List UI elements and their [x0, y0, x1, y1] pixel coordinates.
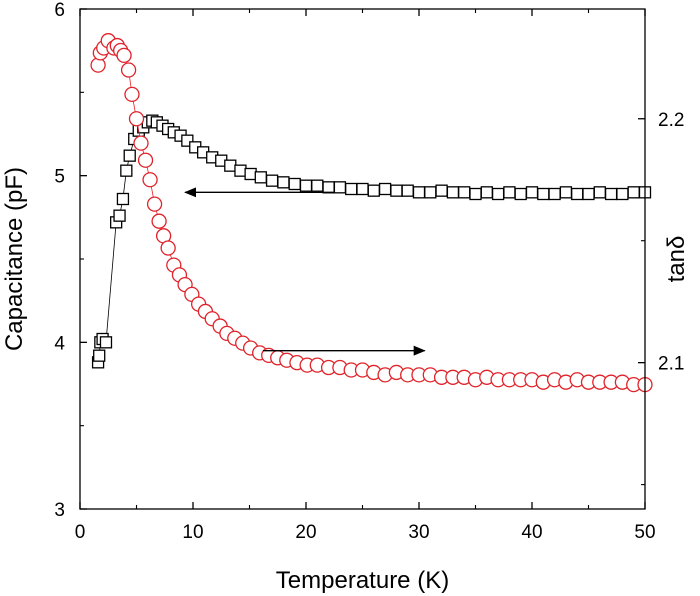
capacitance-point — [113, 209, 126, 222]
capacitance-point — [412, 186, 426, 199]
tan-delta-point — [116, 47, 132, 63]
x-tick-label: 40 — [521, 522, 542, 543]
capacitance-point — [582, 187, 595, 201]
capacitance-point — [424, 186, 437, 199]
y-tick-label: 3 — [54, 500, 65, 521]
capacitance-point — [446, 186, 460, 199]
tan-delta-point — [151, 213, 167, 229]
y2-axis-title: tanδ — [663, 236, 690, 283]
capacitance-point — [627, 186, 640, 199]
capacitance-point — [265, 174, 279, 187]
capacitance-point — [224, 159, 237, 172]
tan-delta-series — [90, 33, 653, 393]
capacitance-point — [378, 182, 392, 196]
capacitance-point — [99, 336, 113, 349]
tan-delta-series-line — [97, 40, 645, 386]
y-tick-label: 6 — [54, 0, 65, 21]
capacitance-point — [480, 186, 493, 199]
x-tick-label: 50 — [634, 522, 655, 543]
capacitance-point — [322, 181, 335, 194]
annotation-layer — [184, 187, 426, 356]
capacitance-point — [234, 164, 247, 177]
capacitance-point — [311, 179, 324, 192]
capacitance-point — [277, 176, 290, 189]
y-tick-label: 5 — [54, 167, 65, 188]
tan-delta-point — [142, 172, 158, 188]
capacitance-point — [345, 182, 358, 196]
x-tick-label: 30 — [408, 522, 429, 543]
capacitance-point — [116, 192, 130, 206]
capacitance-point — [401, 184, 414, 197]
capacitance-point — [559, 186, 573, 199]
x-tick-label: 20 — [295, 522, 316, 543]
capacitance-point — [616, 187, 629, 201]
capacitance-point — [548, 187, 561, 201]
tan-delta-point — [146, 196, 163, 212]
x-tick-label: 0 — [75, 522, 86, 543]
capacitance-point — [593, 186, 606, 199]
capacitance-point — [244, 167, 257, 181]
capacitance-point — [469, 187, 482, 201]
capacitance-point — [525, 186, 539, 199]
tan-delta-point — [160, 240, 176, 256]
capacitance-point — [367, 184, 380, 197]
y-axis-title: Capacitance (pF) — [1, 167, 28, 351]
capacitance-point — [356, 182, 369, 196]
series-layer — [90, 33, 653, 393]
tan-delta-point — [124, 86, 140, 103]
capacitance-series — [91, 114, 652, 369]
x-tick-label: 10 — [182, 522, 203, 543]
capacitance-point — [254, 171, 267, 184]
y2-tick-label: 2.2 — [658, 110, 684, 131]
y2-tick-label: 2.1 — [658, 354, 684, 375]
capacitance-point — [458, 186, 471, 199]
tan-delta-point — [137, 152, 154, 168]
capacitance-point — [390, 184, 403, 197]
capacitance-point — [571, 187, 584, 201]
y-tick-label: 4 — [54, 333, 65, 354]
capacitance-point — [514, 187, 527, 201]
capacitance-point — [435, 184, 448, 197]
capacitance-point — [120, 164, 133, 177]
capacitance-series-line — [97, 120, 645, 363]
capacitance-point — [288, 177, 301, 191]
tan-delta-point — [128, 111, 145, 127]
capacitance-point — [93, 349, 106, 362]
capacitance-point — [503, 186, 516, 199]
capacitance-point — [333, 181, 347, 194]
plot-frame — [79, 8, 646, 510]
capacitance-point — [537, 187, 550, 201]
tick-layer: 0 10 20 30 40 50 3 4 5 6 2.1 2.2 — [54, 0, 684, 543]
capacitance-point — [604, 187, 618, 201]
capacitance-point — [491, 187, 505, 201]
capacitance-point — [299, 179, 313, 192]
tan-delta-point — [120, 62, 137, 78]
capacitance-point — [123, 149, 136, 162]
x-axis-title: Temperature (K) — [276, 567, 449, 594]
capacitance-point — [181, 134, 194, 147]
tan-delta-point — [133, 135, 149, 151]
